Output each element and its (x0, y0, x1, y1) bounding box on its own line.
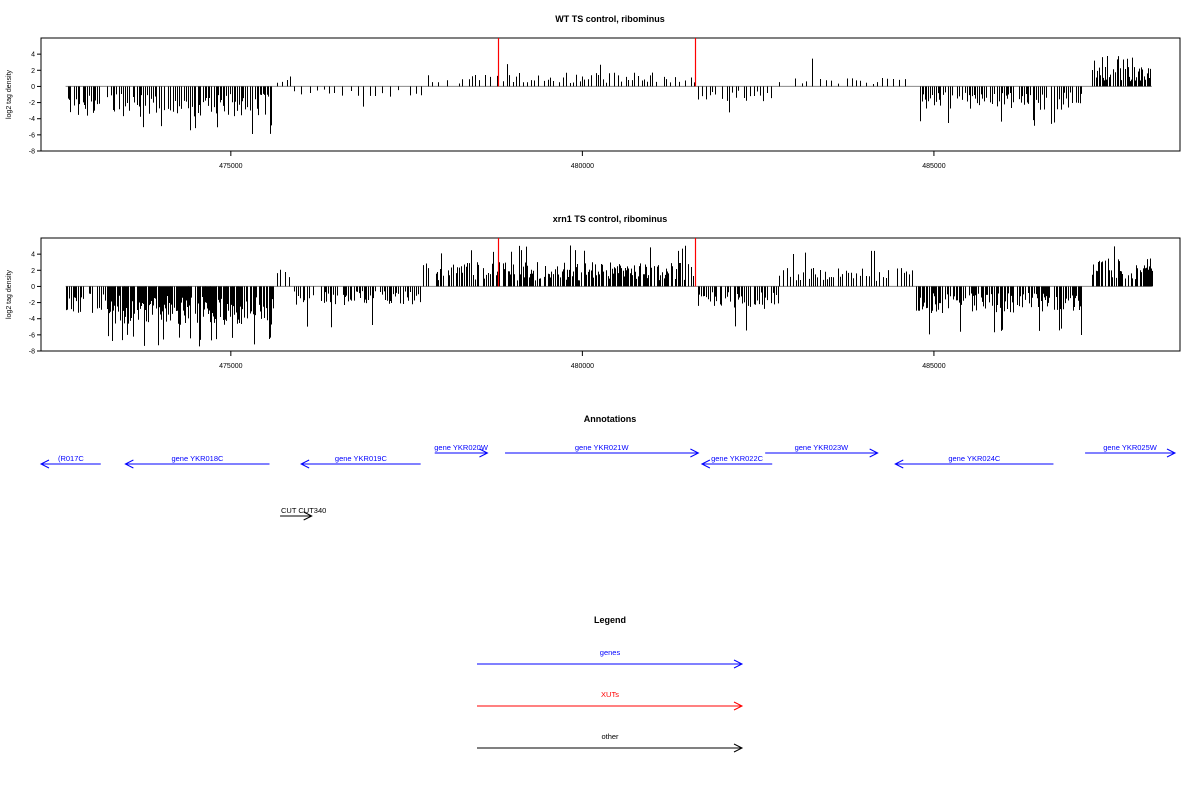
track-panel-2: xrn1 TS control, ribominus 4 2 0 -2 -4 -6 -8 log… (6, 214, 1181, 370)
x-tick-label: 475000 (219, 163, 242, 170)
y-tick-label: -2 (29, 100, 35, 107)
arrow-head (869, 448, 879, 458)
y-tick-label: -6 (29, 132, 35, 139)
feature-label: (R017C (58, 454, 84, 463)
arrow-head (300, 459, 310, 469)
density-bars (68, 56, 1151, 135)
arrow-head (124, 459, 134, 469)
feature-label: gene YKR022C (711, 454, 764, 463)
arrow-head (733, 743, 744, 753)
gene-feature: gene YKR019C (300, 454, 421, 469)
annotations-title: Annotations (584, 414, 637, 424)
y-tick-label: -6 (29, 332, 35, 339)
y-tick-label: 2 (31, 68, 35, 75)
density-bars (66, 245, 1153, 347)
legend-label: XUTs (601, 690, 619, 699)
y-tick-label: 0 (31, 284, 35, 291)
gene-feature: gene YKR022C (700, 454, 773, 469)
x-tick-label: 480000 (571, 363, 594, 370)
feature-label: gene YKR023W (795, 443, 850, 452)
y-axis-label: log2 tag density (6, 69, 13, 119)
y-tick-label: 0 (31, 84, 35, 91)
x-tick-label: 485000 (922, 363, 945, 370)
arrow-head (1166, 448, 1177, 458)
feature-label: gene YKR018C (171, 454, 224, 463)
legend-item-xuts: XUTs (477, 690, 744, 711)
chart-title: WT TS control, ribominus (555, 14, 665, 24)
y-axis-label: log2 tag density (6, 269, 13, 319)
legend-label: genes (600, 648, 621, 657)
plot-frame (40, 37, 1181, 152)
y-tick-label: -4 (29, 116, 35, 123)
feature-label: gene YKR021W (575, 443, 630, 452)
legend-item-genes: genes (477, 648, 744, 669)
track-panel-1: WT TS control, ribominus 4 2 0 -2 -4 -6 -8 log2 … (6, 14, 1181, 170)
y-tick-label: -8 (29, 149, 35, 156)
y-tick-label: 4 (31, 52, 35, 59)
gene-feature: gene YKR020W (434, 443, 489, 458)
x-tick-label: 475000 (219, 363, 242, 370)
legend: Legend genes XUTs other (477, 615, 744, 753)
legend-title: Legend (594, 615, 626, 625)
arrow-head (39, 459, 50, 469)
arrow-head (303, 511, 313, 521)
arrow-head (894, 459, 904, 469)
gene-feature: gene YKR023W (765, 443, 879, 458)
x-tick-label: 485000 (922, 163, 945, 170)
y-tick-label: 2 (31, 268, 35, 275)
arrow-head (690, 448, 700, 458)
arrow-head (733, 701, 744, 711)
feature-label: gene YKR025W (1103, 443, 1158, 452)
feature-label: CUT CUT340 (281, 506, 326, 515)
cut-feature: CUT CUT340 (280, 506, 326, 521)
arrow-head (733, 659, 744, 669)
y-tick-label: -2 (29, 300, 35, 307)
feature-label: gene YKR020W (434, 443, 489, 452)
y-tick-label: -4 (29, 316, 35, 323)
annotations-track: Annotations (R017C gene YKR018C gene YKR019… (39, 414, 1177, 521)
arrow-head (479, 448, 489, 458)
legend-label: other (601, 732, 619, 741)
legend-item-other: other (477, 732, 744, 753)
y-tick-label: 4 (31, 252, 35, 259)
plot-frame (40, 237, 1181, 352)
arrow-head (700, 459, 711, 469)
gene-feature: (R017C (39, 454, 101, 469)
gene-feature: gene YKR024C (894, 454, 1054, 469)
feature-label: gene YKR019C (335, 454, 388, 463)
x-tick-label: 480000 (571, 163, 594, 170)
y-tick-label: -8 (29, 349, 35, 356)
gene-feature: gene YKR018C (124, 454, 270, 469)
gene-feature: gene YKR025W (1085, 443, 1177, 458)
feature-label: gene YKR024C (948, 454, 1001, 463)
chart-title: xrn1 TS control, ribominus (553, 214, 668, 224)
gene-feature: gene YKR021W (505, 443, 700, 458)
